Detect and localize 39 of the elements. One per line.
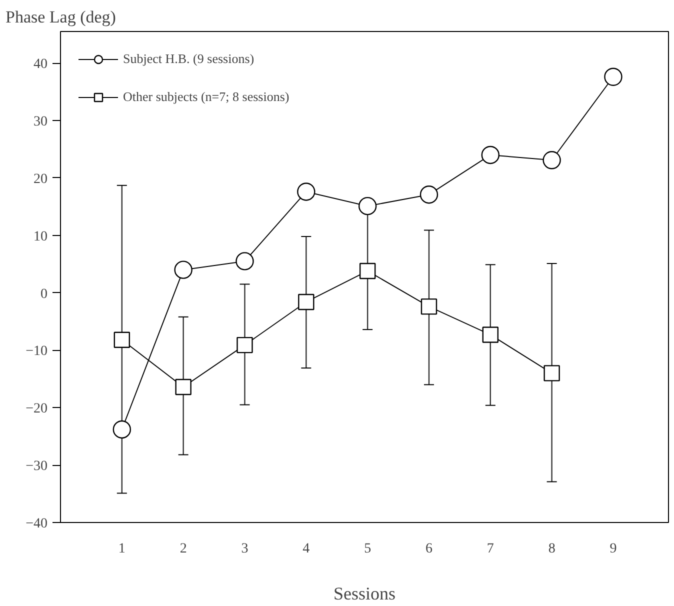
y-tick-label: 30: [34, 114, 48, 130]
legend-label: Other subjects (n=7; 8 sessions): [123, 89, 290, 105]
point: [358, 196, 377, 216]
x-tick-label: 6: [425, 542, 432, 556]
y-tick-label: −10: [26, 344, 48, 360]
y-tick-label: 10: [34, 229, 48, 244]
point: [482, 326, 498, 343]
x-tick-label: 8: [548, 542, 556, 556]
x-tick-label: 1: [118, 542, 126, 556]
point: [359, 262, 376, 280]
point: [297, 182, 316, 201]
y-tick-label: −40: [26, 516, 48, 532]
point: [481, 146, 500, 164]
x-tick-label: 9: [610, 542, 617, 556]
x-axis-title: Sessions: [333, 584, 396, 604]
x-tick-label: 4: [302, 542, 310, 556]
point: [114, 332, 130, 348]
y-tick-label: 20: [34, 172, 48, 187]
y-tick-label: 40: [34, 57, 48, 72]
y-tick-label: −30: [26, 459, 48, 474]
point: [542, 151, 561, 170]
y-tick-label: −20: [26, 402, 48, 417]
x-tick-label: 7: [486, 542, 494, 556]
point: [236, 252, 254, 270]
point: [298, 294, 314, 310]
point: [175, 378, 192, 396]
x-tick-label: 2: [180, 542, 187, 556]
x-tick-label: 3: [241, 542, 248, 556]
y-tick-label: 0: [40, 286, 48, 302]
point: [420, 186, 438, 204]
point: [174, 260, 192, 279]
point: [420, 298, 438, 315]
x-tick-label: 5: [364, 542, 372, 556]
y-axis-title: Phase Lag (deg): [6, 8, 116, 26]
point: [544, 365, 560, 382]
point: [236, 336, 253, 354]
point: [604, 68, 622, 86]
point: [112, 420, 132, 439]
legend-label: Subject H.B. (9 sessions): [123, 51, 254, 67]
